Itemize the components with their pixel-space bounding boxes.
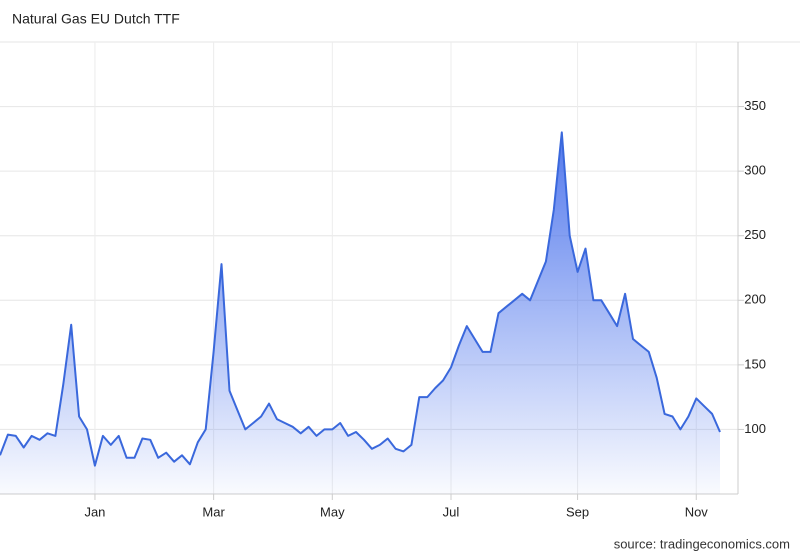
y-tick-label: 100 [744,421,766,436]
x-tick-label: Mar [202,504,225,519]
y-tick-label: 350 [744,98,766,113]
y-tick-label: 200 [744,292,766,307]
x-tick-label: Jan [84,504,105,519]
x-tick-label: Nov [685,504,709,519]
x-tick-label: Jul [443,504,460,519]
y-tick-label: 300 [744,163,766,178]
source: source: tradingeconomics.com [614,536,790,551]
chart-title: Natural Gas EU Dutch TTF [12,11,180,27]
y-tick-label: 150 [744,356,766,371]
x-tick-label: Sep [566,504,589,519]
y-tick-label: 250 [744,227,766,242]
area-fill [0,132,720,494]
line [0,131,721,467]
x-tick-label: May [320,504,345,519]
